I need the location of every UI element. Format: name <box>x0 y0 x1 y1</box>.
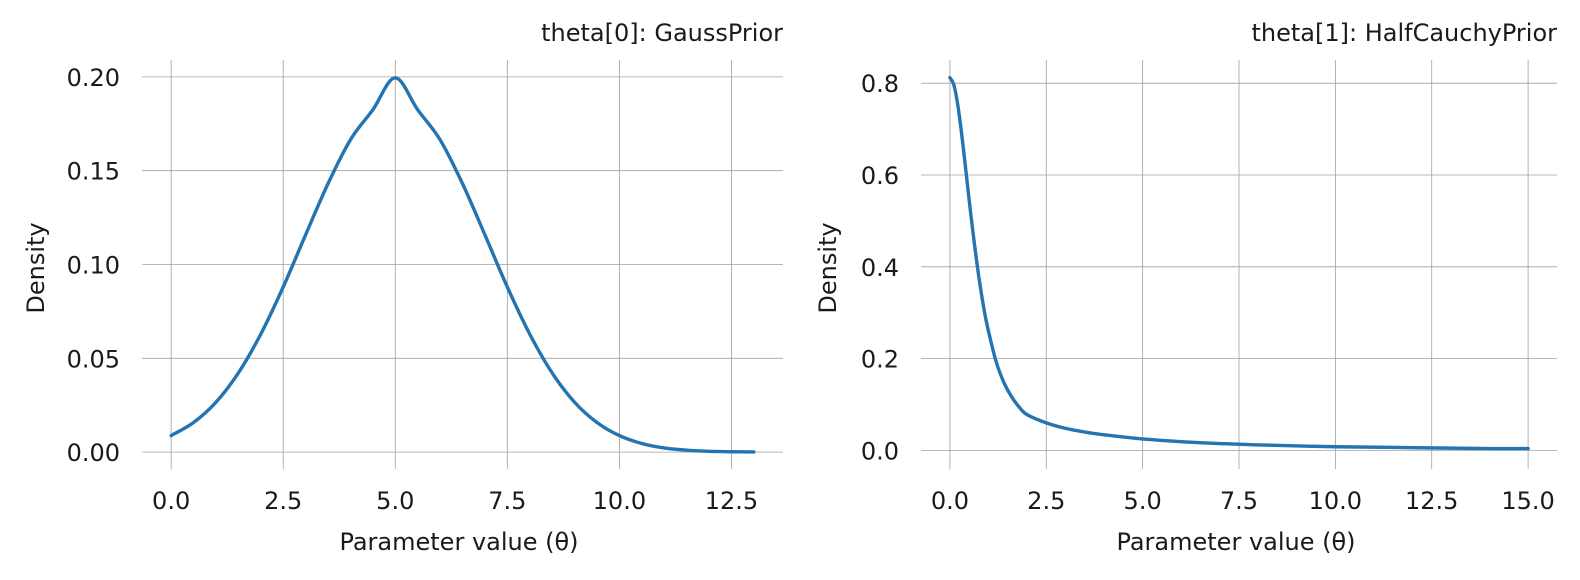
gauss-chart-title: theta[0]: GaussPrior <box>541 19 783 47</box>
gauss-x-ticks: 0.0 2.5 5.0 7.5 10.0 12.5 <box>152 487 758 515</box>
halfcauchy-y-tick-label: 0.6 <box>861 162 899 190</box>
gauss-x-tick-label: 2.5 <box>264 487 302 515</box>
halfcauchy-x-tick-label: 5.0 <box>1124 487 1162 515</box>
halfcauchy-chart-title: theta[1]: HalfCauchyPrior <box>1251 19 1557 47</box>
gauss-x-tick-label: 0.0 <box>152 487 190 515</box>
gauss-y-tick-label: 0.00 <box>67 439 120 467</box>
halfcauchy-x-ticks: 0.0 2.5 5.0 7.5 10.0 12.5 15.0 <box>931 487 1555 515</box>
gauss-grid <box>142 60 783 469</box>
gauss-x-tick-label: 10.0 <box>593 487 646 515</box>
halfcauchy-x-tick-label: 2.5 <box>1027 487 1065 515</box>
halfcauchy-x-tick-label: 10.0 <box>1309 487 1362 515</box>
halfcauchy-y-tick-label: 0.0 <box>861 437 899 465</box>
gauss-y-ticks: 0.00 0.05 0.10 0.15 0.20 <box>67 64 120 467</box>
chart-gauss-prior: 0.0 2.5 5.0 7.5 10.0 12.5 0.00 0.05 0.10 0.15 0.2… <box>22 19 783 556</box>
gauss-x-axis-label: Parameter value (θ) <box>339 528 578 556</box>
gauss-x-tick-label: 7.5 <box>488 487 526 515</box>
halfcauchy-y-tick-label: 0.2 <box>861 346 899 374</box>
halfcauchy-density-curve <box>948 75 1530 451</box>
gauss-line-group <box>169 76 756 454</box>
gauss-density-curve <box>169 76 756 454</box>
gauss-y-tick-label: 0.20 <box>67 64 120 92</box>
halfcauchy-x-tick-label: 7.5 <box>1220 487 1258 515</box>
gauss-x-tick-label: 12.5 <box>705 487 758 515</box>
chart-halfcauchy-prior: 0.0 2.5 5.0 7.5 10.0 12.5 15.0 0.0 0.2 0.4 0.6 0.8… <box>814 19 1557 556</box>
gauss-x-tick-label: 5.0 <box>376 487 414 515</box>
halfcauchy-x-axis-label: Parameter value (θ) <box>1116 528 1355 556</box>
halfcauchy-x-tick-label: 12.5 <box>1405 487 1458 515</box>
gauss-y-tick-label: 0.05 <box>67 345 120 373</box>
gauss-y-tick-label: 0.15 <box>67 158 120 186</box>
halfcauchy-y-tick-label: 0.4 <box>861 254 899 282</box>
halfcauchy-y-ticks: 0.0 0.2 0.4 0.6 0.8 <box>861 70 899 465</box>
gauss-y-axis-label: Density <box>22 222 50 313</box>
halfcauchy-line-group <box>948 75 1530 451</box>
halfcauchy-x-tick-label: 15.0 <box>1501 487 1554 515</box>
halfcauchy-grid <box>921 60 1557 469</box>
halfcauchy-x-tick-label: 0.0 <box>931 487 969 515</box>
halfcauchy-y-tick-label: 0.8 <box>861 70 899 98</box>
halfcauchy-y-axis-label: Density <box>814 222 842 313</box>
gauss-y-tick-label: 0.10 <box>67 252 120 280</box>
